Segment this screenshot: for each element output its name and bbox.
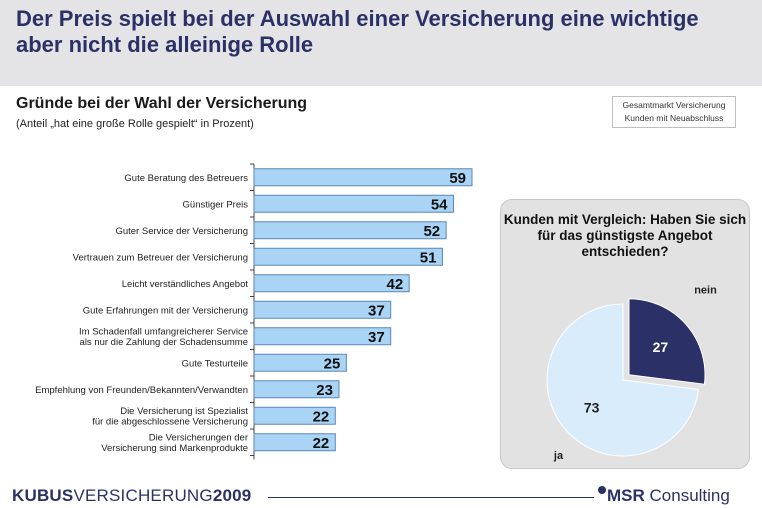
category-label: Versicherung sind Markenprodukte bbox=[101, 443, 248, 454]
bar bbox=[253, 247, 443, 266]
category-label: Gute Erfahrungen mit der Versicherung bbox=[83, 305, 248, 316]
category-label: als nur die Zahlung der Schadensumme bbox=[80, 337, 248, 348]
category-label: Leicht verständliches Angebot bbox=[122, 279, 249, 290]
category-label: Günstiger Preis bbox=[183, 199, 249, 210]
bar-chart: 59 Gute Beratung des Betreuers 54 Günstiger… bbox=[35, 163, 473, 460]
page-title: Der Preis spielt bei der Auswahl einer V… bbox=[16, 6, 699, 57]
bar bbox=[253, 406, 336, 425]
chart-note: (Anteil „hat eine große Rolle gespielt“ … bbox=[16, 118, 254, 130]
pie-category-label: ja bbox=[553, 450, 564, 462]
category-label: Gute Testurteile bbox=[182, 358, 248, 369]
legend-line-2: Kunden mit Neuabschluss bbox=[624, 113, 724, 123]
company-logo-icon bbox=[598, 486, 606, 494]
category-label: Guter Service der Versicherung bbox=[115, 226, 248, 237]
bar-value-label: 51 bbox=[420, 249, 437, 266]
title-banner: Der Preis spielt bei der Auswahl einer V… bbox=[0, 0, 762, 86]
footer-brand-bold: KUBUS bbox=[12, 486, 74, 505]
legend-box: Gesamtmarkt Versicherung Kunden mit Neua… bbox=[612, 96, 736, 128]
category-label: für die abgeschlossene Versicherung bbox=[92, 417, 248, 428]
bar bbox=[253, 221, 447, 240]
bar bbox=[253, 168, 473, 187]
bar-value-label: 22 bbox=[313, 435, 330, 452]
bar bbox=[253, 380, 340, 399]
bar-value-label: 25 bbox=[324, 355, 341, 372]
bar-value-label: 23 bbox=[316, 382, 333, 399]
bar-value-label: 22 bbox=[313, 408, 330, 425]
bar bbox=[253, 353, 347, 372]
footer-brand-light: VERSICHERUNG bbox=[73, 486, 213, 505]
bar-value-label: 52 bbox=[423, 223, 440, 240]
bar-value-label: 59 bbox=[449, 170, 466, 187]
bar bbox=[253, 274, 410, 293]
bar-value-label: 42 bbox=[386, 276, 403, 293]
chart-subtitle: Gründe bei der Wahl der Versicherung bbox=[16, 95, 308, 112]
footer-divider bbox=[268, 497, 594, 498]
bar-value-label: 37 bbox=[368, 329, 385, 346]
pie-value-label: 73 bbox=[584, 400, 600, 416]
category-label: Die Versicherungen der bbox=[149, 433, 248, 444]
pie-slice-nein bbox=[628, 298, 706, 385]
bar bbox=[253, 300, 392, 319]
footer-brand-year: 2009 bbox=[212, 486, 252, 505]
bar-value-label: 54 bbox=[431, 196, 448, 213]
category-label: Gute Beratung des Betreuers bbox=[124, 173, 248, 184]
footer-company-bold: MSR bbox=[607, 486, 645, 505]
category-label: Die Versicherung ist Spezialist bbox=[120, 406, 248, 417]
pie-chart: 27 nein 73 ja bbox=[546, 284, 717, 462]
bar bbox=[253, 433, 336, 452]
pie-value-label: 27 bbox=[653, 339, 669, 355]
pie-panel: Kunden mit Vergleich: Haben Sie sich für… bbox=[500, 199, 750, 469]
footer-brand: KUBUSVERSICHERUNG2009 bbox=[12, 486, 251, 506]
category-label: Empfehlung von Freunden/Bekannten/Verwan… bbox=[35, 385, 248, 396]
pie-title: Kunden mit Vergleich: Haben Sie sich für… bbox=[503, 212, 747, 259]
pie-category-label: nein bbox=[694, 284, 717, 296]
bar-value-label: 37 bbox=[368, 302, 385, 319]
footer-company-light: Consulting bbox=[644, 486, 730, 505]
legend-line-1: Gesamtmarkt Versicherung bbox=[622, 100, 726, 110]
footer-company: MSR Consulting bbox=[598, 486, 730, 506]
category-label: Vertrauen zum Betreuer der Versicherung bbox=[73, 252, 248, 263]
category-label: Im Schadenfall umfangreicherer Service bbox=[79, 327, 248, 338]
pie-slice-ja bbox=[546, 303, 699, 457]
bar bbox=[253, 327, 392, 346]
bar bbox=[253, 194, 455, 213]
